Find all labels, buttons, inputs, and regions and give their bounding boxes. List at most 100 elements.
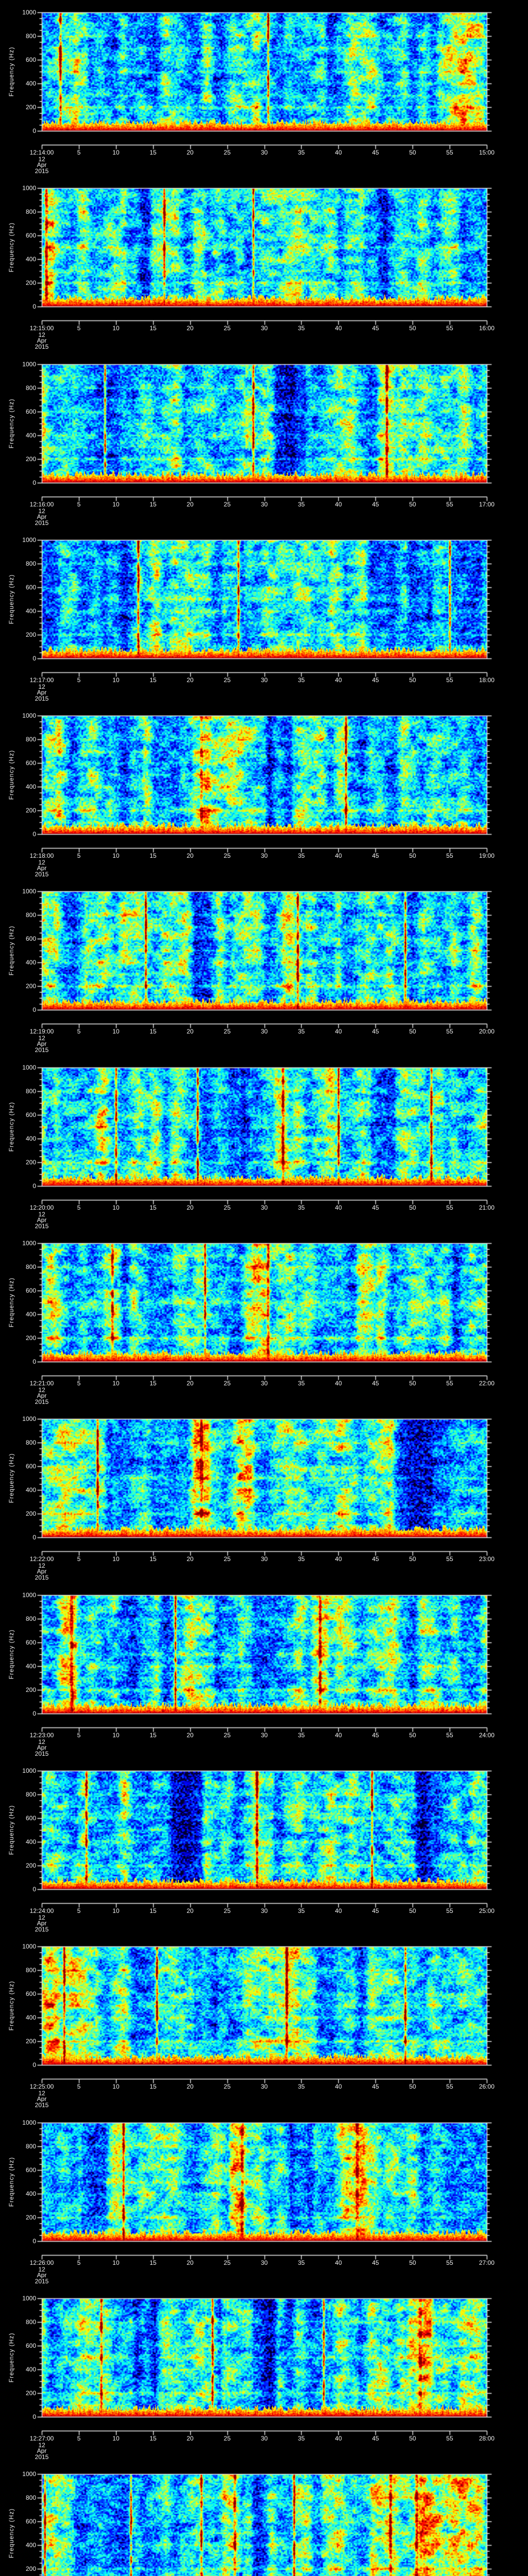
y-tick-label: 400 [25,256,36,263]
y-tick-label: 1000 [22,1591,36,1599]
spectrogram-canvas [0,352,528,528]
date-label: 2015 [35,1926,49,1933]
y-axis-title: Frequency (Hz) [8,222,15,273]
x-tick-label: 35 [298,2083,305,2090]
date-label: 2015 [35,519,49,527]
x-tick-label: 55 [446,501,453,508]
x-tick-label: 30 [260,1555,268,1563]
date-label: 12 [38,2090,45,2097]
spectrogram-canvas [0,1758,528,1935]
x-tick-label: 15 [150,2435,157,2442]
y-axis-title: Frequency (Hz) [8,1453,15,1503]
y-tick-label: 400 [25,432,36,439]
x-tick-label: 10 [112,1907,120,1914]
x-tick-label: 45 [372,1204,379,1211]
x-tick-label: 45 [372,149,379,156]
x-tick-label: 35 [298,2435,305,2442]
x-tick-label: 5 [77,852,81,859]
date-label: 12 [38,683,45,690]
start-time-label: 12:17:00 [29,676,54,684]
x-tick-label: 50 [409,2259,416,2266]
date-label: 2015 [35,1750,49,1757]
date-label: 12 [38,1738,45,1745]
start-time-label: 12:18:00 [29,852,54,859]
y-tick-label: 400 [25,2541,36,2549]
y-axis-title: Frequency (Hz) [8,1277,15,1328]
x-tick-label: 50 [409,501,416,508]
x-tick-label: 35 [298,1028,305,1035]
x-tick-label: 20 [186,1555,194,1563]
y-tick-label: 0 [32,2413,36,2420]
y-tick-label: 800 [25,1615,36,1622]
x-tick-label: 30 [260,2259,268,2266]
x-tick-label: 25 [223,1907,231,1914]
y-axis-title: Frequency (Hz) [8,2508,15,2558]
spectrogram-canvas [0,1055,528,1231]
x-tick-label: 50 [409,1555,416,1563]
x-tick-label: 55 [446,325,453,332]
x-tick-label: 40 [335,1907,342,1914]
y-tick-label: 600 [25,1463,36,1470]
spectrogram-panel: Frequency (Hz) 0 200 400 600 800 1000 12:14:00 5… [0,0,528,176]
x-tick-label: 45 [372,1555,379,1563]
date-label: Apr [37,1568,47,1575]
x-tick-label: 35 [298,1380,305,1387]
x-tick-label: 50 [409,1732,416,1739]
date-label: 12 [38,1914,45,1921]
y-tick-label: 1000 [22,888,36,895]
y-tick-label: 1000 [22,1240,36,1247]
x-tick-label: 35 [298,325,305,332]
y-axis-title: Frequency (Hz) [8,1805,15,1855]
y-tick-label: 400 [25,1838,36,1845]
y-tick-label: 1000 [22,1415,36,1422]
y-tick-label: 400 [25,2014,36,2021]
date-label: Apr [37,689,47,696]
y-tick-label: 400 [25,2190,36,2197]
x-tick-label: 55 [446,676,453,684]
end-time-label: 19:00 [478,852,495,859]
y-tick-label: 0 [32,2238,36,2245]
x-tick-label: 50 [409,852,416,859]
x-tick-label: 15 [150,1204,157,1211]
x-tick-label: 20 [186,501,194,508]
x-tick-label: 45 [372,325,379,332]
end-time-label: 27:00 [478,2259,495,2266]
y-tick-label: 400 [25,1486,36,1494]
x-tick-label: 50 [409,149,416,156]
x-tick-label: 25 [223,149,231,156]
x-tick-label: 55 [446,149,453,156]
y-tick-label: 400 [25,80,36,87]
x-tick-label: 5 [77,2435,81,2442]
x-tick-label: 10 [112,852,120,859]
x-tick-label: 10 [112,1028,120,1035]
date-label: Apr [37,161,47,168]
x-tick-label: 10 [112,1204,120,1211]
x-tick-label: 50 [409,1028,416,1035]
y-tick-label: 200 [25,104,36,111]
x-tick-label: 5 [77,1555,81,1563]
y-tick-label: 600 [25,1815,36,1822]
x-tick-label: 20 [186,1204,194,1211]
y-tick-label: 200 [25,982,36,990]
spectrogram-panel: Frequency (Hz) 0 200 400 600 800 1000 12:26:00 5… [0,2110,528,2286]
y-tick-label: 200 [25,1686,36,1693]
x-tick-label: 10 [112,1380,120,1387]
x-tick-label: 40 [335,1204,342,1211]
y-tick-label: 600 [25,759,36,767]
x-tick-label: 15 [150,1555,157,1563]
y-tick-label: 600 [25,2166,36,2174]
x-tick-label: 25 [223,676,231,684]
x-tick-label: 5 [77,676,81,684]
x-tick-label: 35 [298,1732,305,1739]
date-label: Apr [37,1216,47,1224]
x-tick-label: 35 [298,852,305,859]
x-tick-label: 10 [112,501,120,508]
y-tick-label: 600 [25,1990,36,1997]
x-tick-label: 50 [409,1204,416,1211]
x-tick-label: 30 [260,501,268,508]
date-label: 12 [38,859,45,866]
y-tick-label: 1000 [22,2119,36,2126]
x-tick-label: 35 [298,149,305,156]
y-tick-label: 400 [25,1663,36,1670]
